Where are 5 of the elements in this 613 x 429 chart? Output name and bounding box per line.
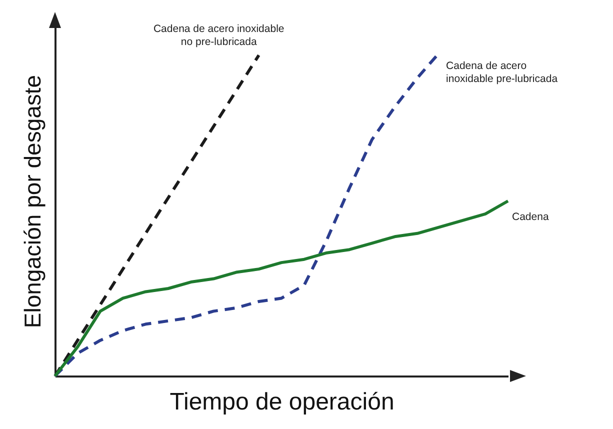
series-label: Cadena xyxy=(512,211,549,223)
x-axis-title: Tiempo de operación xyxy=(170,388,394,416)
y-axis-title: Elongación por desgaste xyxy=(20,74,46,328)
text: Cadena de acero inoxidable no pre-lubricada xyxy=(153,23,284,48)
series-label: Cadena de acero inoxidable pre-lubricada xyxy=(446,60,558,85)
